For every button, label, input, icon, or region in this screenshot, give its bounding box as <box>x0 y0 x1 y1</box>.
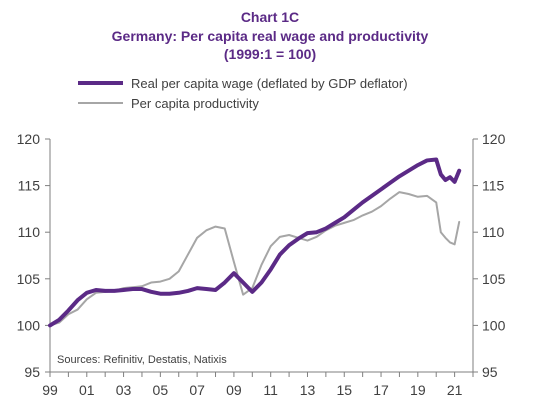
ticks: 95 95 100 100 105 105 110 110 115 115 120 120 99 01 03… <box>17 131 506 398</box>
axes <box>49 139 474 373</box>
x-tick-label: 13 <box>300 382 316 398</box>
x-tick-label: 17 <box>373 382 389 398</box>
y-tick-label-right: 100 <box>482 317 506 333</box>
x-tick-label: 03 <box>116 382 132 398</box>
y-tick-label-left: 120 <box>17 131 41 147</box>
y-tick-label-left: 115 <box>18 178 41 194</box>
y-tick-label-right: 120 <box>482 131 506 147</box>
x-tick-label: 05 <box>153 382 169 398</box>
series-line-productivity <box>49 191 461 327</box>
source-note: Sources: Refinitiv, Destatis, Natixis <box>57 354 227 366</box>
y-tick-label-left: 100 <box>17 317 41 333</box>
x-tick-label: 11 <box>263 382 278 398</box>
chart-subtitle-base: (1999:1 = 100) <box>224 46 316 62</box>
legend-label-productivity: Per capita productivity <box>131 96 259 111</box>
chart-title: Chart 1C <box>241 9 299 25</box>
y-tick-label-right: 105 <box>482 271 506 287</box>
series-layer <box>48 157 462 328</box>
x-tick-label: 01 <box>79 382 95 398</box>
chart-subtitle: Germany: Per capita real wage and produc… <box>112 28 429 44</box>
legend: Real per capita wage (deflated by GDP de… <box>78 76 408 111</box>
x-tick-label: 09 <box>226 382 242 398</box>
y-tick-label-right: 110 <box>482 224 505 240</box>
legend-label-real-wage: Real per capita wage (deflated by GDP de… <box>131 76 408 91</box>
series-line-real-wage <box>48 157 462 328</box>
x-tick-label: 19 <box>410 382 426 398</box>
x-tick-label: 15 <box>336 382 352 398</box>
x-tick-label: 21 <box>447 382 463 398</box>
y-tick-label-right: 95 <box>482 364 498 380</box>
y-tick-label-left: 95 <box>24 364 40 380</box>
y-tick-label-right: 115 <box>482 178 505 194</box>
y-tick-label-left: 105 <box>17 271 41 287</box>
x-tick-label: 99 <box>42 382 58 398</box>
x-tick-label: 07 <box>189 382 205 398</box>
y-tick-label-left: 110 <box>18 224 41 240</box>
